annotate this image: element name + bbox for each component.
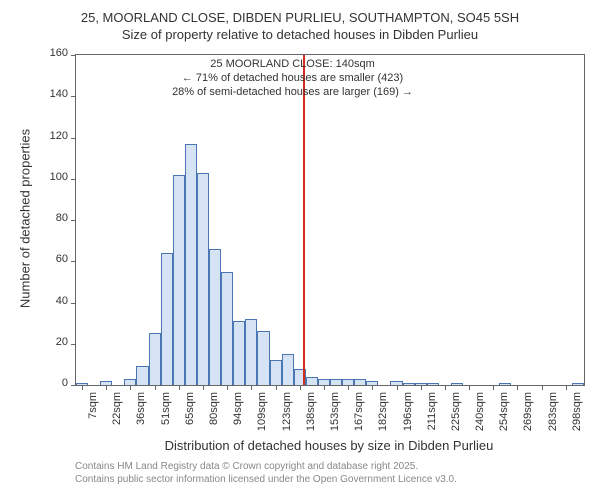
x-tick (542, 385, 543, 390)
x-tick-label: 167sqm (353, 392, 365, 442)
x-tick-label: 138sqm (305, 392, 317, 442)
y-tick (71, 261, 76, 262)
y-tick-label: 0 (40, 377, 68, 389)
x-tick-label: 36sqm (135, 392, 147, 442)
histogram-bar (173, 175, 185, 385)
histogram-bar (270, 360, 282, 385)
histogram-bar (149, 333, 161, 385)
x-tick-label: 7sqm (87, 392, 99, 442)
x-tick-label: 211sqm (426, 392, 438, 442)
histogram-bar (499, 383, 511, 385)
histogram-bar (330, 379, 342, 385)
x-tick-label: 196sqm (402, 392, 414, 442)
x-tick (179, 385, 180, 390)
footer-line1: Contains HM Land Registry data © Crown c… (75, 460, 457, 473)
x-tick (324, 385, 325, 390)
marker-line (303, 55, 305, 385)
x-tick (445, 385, 446, 390)
x-tick (227, 385, 228, 390)
histogram-bar (306, 377, 318, 385)
x-tick-label: 240sqm (474, 392, 486, 442)
annotation-line1: 25 MOORLAND CLOSE: 140sqm (172, 58, 413, 72)
histogram-bar (161, 253, 173, 385)
annotation-line3: 28% of semi-detached houses are larger (… (172, 86, 413, 100)
x-tick (155, 385, 156, 390)
y-tick-label: 100 (40, 171, 68, 183)
x-tick (348, 385, 349, 390)
y-tick (71, 220, 76, 221)
y-tick (71, 344, 76, 345)
title-line1: 25, MOORLAND CLOSE, DIBDEN PURLIEU, SOUT… (10, 10, 590, 27)
y-tick-label: 120 (40, 130, 68, 142)
y-tick-label: 20 (40, 336, 68, 348)
y-tick (71, 385, 76, 386)
y-axis-label: Number of detached properties (18, 109, 33, 329)
x-tick-label: 65sqm (184, 392, 196, 442)
annotation-box: 25 MOORLAND CLOSE: 140sqm ← 71% of detac… (172, 58, 413, 99)
y-tick (71, 179, 76, 180)
histogram-bar (185, 144, 197, 385)
histogram-bar (451, 383, 463, 385)
plot-area (75, 54, 585, 386)
histogram-bar (221, 272, 233, 385)
histogram-bar (233, 321, 245, 385)
x-tick (203, 385, 204, 390)
y-tick-label: 140 (40, 88, 68, 100)
histogram-bar (282, 354, 294, 385)
histogram-bar (572, 383, 584, 385)
histogram-bar (209, 249, 221, 385)
x-tick (82, 385, 83, 390)
x-tick (251, 385, 252, 390)
histogram-bar (257, 331, 269, 385)
histogram-bar (136, 366, 148, 385)
y-tick (71, 96, 76, 97)
y-tick-label: 40 (40, 295, 68, 307)
x-tick-label: 51sqm (160, 392, 172, 442)
x-tick-label: 298sqm (571, 392, 583, 442)
x-tick (517, 385, 518, 390)
x-tick (300, 385, 301, 390)
x-tick-label: 153sqm (329, 392, 341, 442)
chart-container: 25, MOORLAND CLOSE, DIBDEN PURLIEU, SOUT… (10, 10, 590, 490)
x-tick-label: 283sqm (547, 392, 559, 442)
y-tick (71, 303, 76, 304)
histogram-bar (245, 319, 257, 385)
y-tick-label: 60 (40, 253, 68, 265)
x-tick (421, 385, 422, 390)
histogram-bar (403, 383, 415, 385)
histogram-bar (197, 173, 209, 385)
y-tick-label: 160 (40, 47, 68, 59)
x-tick (372, 385, 373, 390)
x-tick-label: 80sqm (208, 392, 220, 442)
y-tick (71, 55, 76, 56)
footer-attribution: Contains HM Land Registry data © Crown c… (75, 460, 457, 486)
x-tick (493, 385, 494, 390)
x-tick (130, 385, 131, 390)
x-tick (397, 385, 398, 390)
x-tick (106, 385, 107, 390)
x-tick-label: 94sqm (232, 392, 244, 442)
footer-line2: Contains public sector information licen… (75, 473, 457, 486)
x-tick-label: 123sqm (281, 392, 293, 442)
x-tick (566, 385, 567, 390)
x-tick-label: 109sqm (256, 392, 268, 442)
x-tick-label: 269sqm (522, 392, 534, 442)
title-line2: Size of property relative to detached ho… (10, 27, 590, 44)
x-tick-label: 22sqm (111, 392, 123, 442)
x-tick (276, 385, 277, 390)
x-tick-label: 182sqm (377, 392, 389, 442)
x-tick-label: 225sqm (450, 392, 462, 442)
y-tick-label: 80 (40, 212, 68, 224)
y-tick (71, 138, 76, 139)
annotation-line2: ← 71% of detached houses are smaller (42… (172, 72, 413, 86)
histogram-bar (354, 379, 366, 385)
histogram-bar (427, 383, 439, 385)
x-tick-label: 254sqm (498, 392, 510, 442)
x-tick (469, 385, 470, 390)
